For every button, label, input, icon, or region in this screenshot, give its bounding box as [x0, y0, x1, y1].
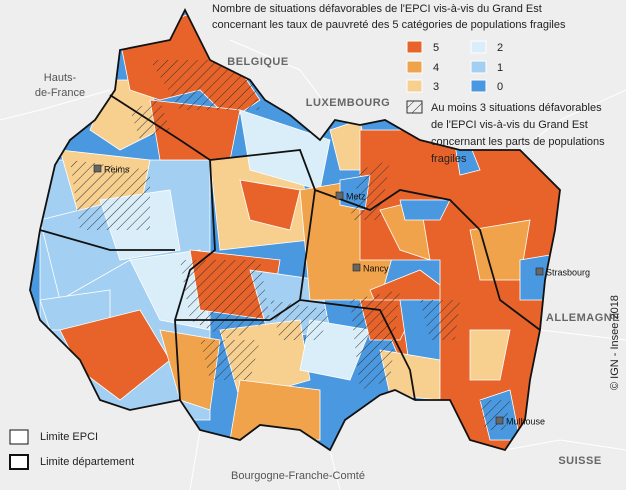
label: de-France	[35, 87, 85, 99]
label: 1	[497, 62, 503, 74]
legend-swatch	[406, 60, 423, 74]
legend-hatch	[406, 100, 423, 114]
label: de l'EPCI vis-à-vis du Grand Est	[431, 119, 588, 131]
label: Hauts-	[44, 72, 77, 84]
label: 5	[433, 42, 439, 54]
label: concernant les parts de populations	[431, 136, 605, 148]
background-borders	[0, 39, 626, 490]
epci	[399, 199, 451, 221]
legend-swatch	[470, 79, 487, 93]
label: Mulhouse	[506, 416, 545, 426]
boundary-swatch	[9, 429, 29, 445]
label: Nancy	[363, 263, 389, 273]
legend-swatch	[470, 60, 487, 74]
label: LUXEMBOURG	[306, 97, 390, 109]
boundary-swatch	[9, 454, 29, 470]
epci	[229, 379, 321, 441]
city-marker	[93, 164, 102, 173]
department-boundaries	[29, 9, 561, 451]
label: Strasbourg	[546, 267, 590, 277]
label: 0	[497, 81, 503, 93]
label: © IGN - Insee 2018	[609, 295, 621, 390]
epci	[239, 179, 301, 231]
label: Limite département	[40, 456, 134, 468]
legend-swatch	[406, 79, 423, 93]
legend-swatch	[406, 40, 423, 54]
city-marker	[495, 416, 504, 425]
legend-swatch	[470, 40, 487, 54]
label: 4	[433, 62, 439, 74]
label: concernant les taux de pauvreté des 5 ca…	[212, 19, 566, 31]
label: SUISSE	[558, 455, 601, 467]
label: Au moins 3 situations défavorables	[431, 102, 602, 114]
city-marker	[535, 267, 544, 276]
label: 2	[497, 42, 503, 54]
label: Nombre de situations défavorables de l'E…	[212, 3, 542, 15]
label: ALLEMAGNE	[546, 312, 620, 324]
label: Bourgogne-Franche-Comté	[231, 470, 365, 482]
label: Reims	[104, 164, 130, 174]
label: BELGIQUE	[227, 56, 288, 68]
label: fragiles	[431, 153, 467, 165]
epci	[469, 329, 511, 381]
label: Metz	[346, 191, 366, 201]
label: Limite EPCI	[40, 431, 98, 443]
city-marker	[335, 191, 344, 200]
label: 3	[433, 81, 439, 93]
city-marker	[352, 263, 361, 272]
